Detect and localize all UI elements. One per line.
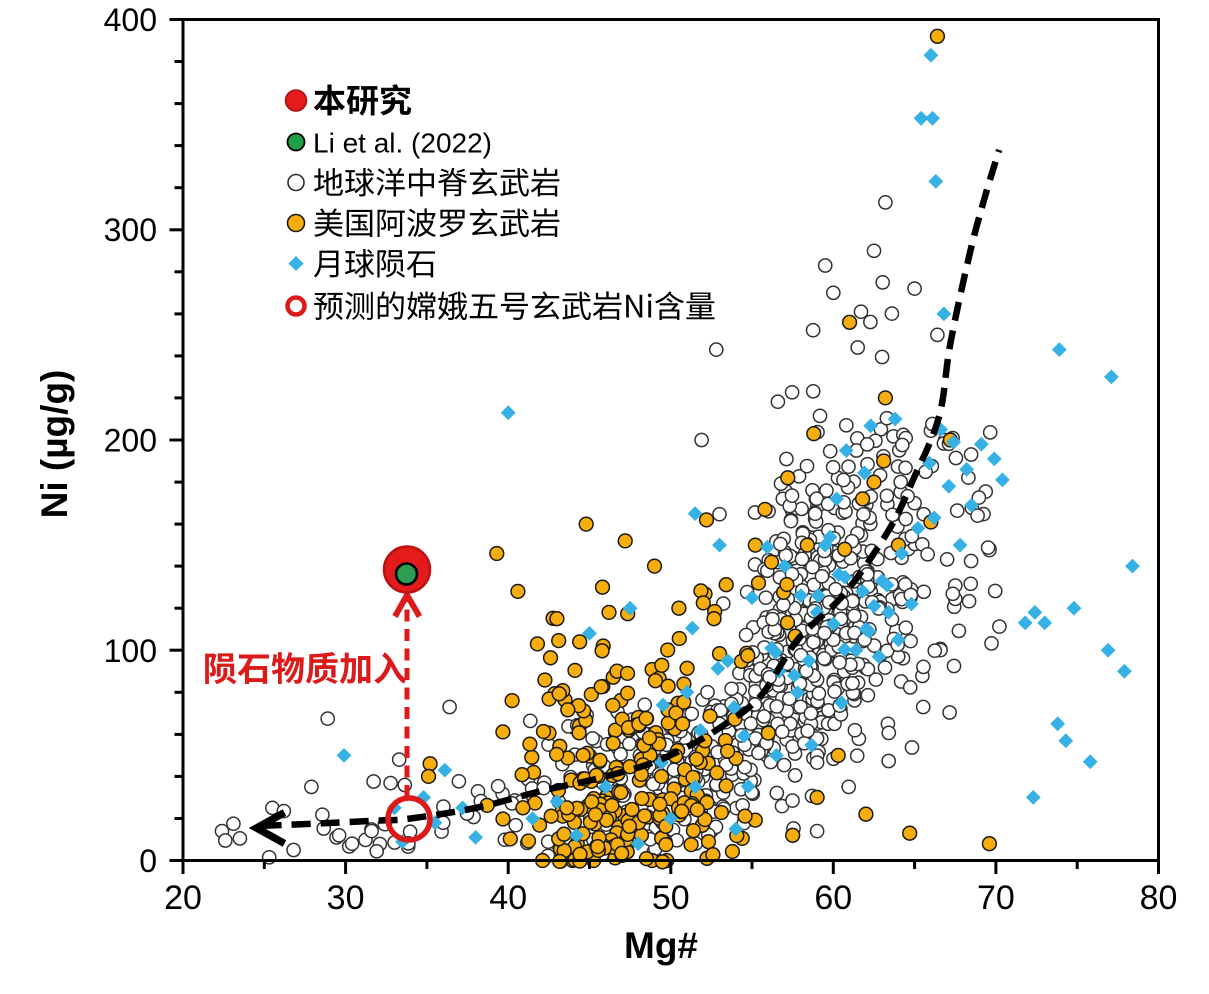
svg-text:50: 50 — [652, 879, 690, 917]
svg-text:40: 40 — [489, 879, 527, 917]
svg-text:200: 200 — [104, 423, 157, 459]
svg-text:Li et al. (2022): Li et al. (2022) — [313, 128, 492, 159]
svg-text:80: 80 — [1140, 879, 1178, 917]
svg-text:300: 300 — [104, 212, 157, 248]
svg-text:70: 70 — [977, 879, 1015, 917]
svg-text:30: 30 — [327, 879, 365, 917]
svg-text:Mg#: Mg# — [624, 925, 698, 966]
svg-text:0: 0 — [139, 843, 157, 879]
svg-text:60: 60 — [814, 879, 852, 917]
svg-text:400: 400 — [104, 2, 157, 38]
svg-text:20: 20 — [164, 879, 202, 917]
svg-text:Ni (µg/g): Ni (µg/g) — [34, 370, 75, 519]
svg-text:100: 100 — [104, 633, 157, 669]
